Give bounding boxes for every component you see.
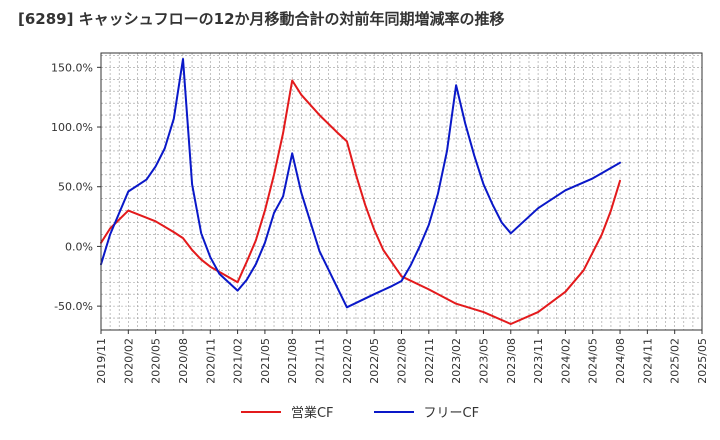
x-tick-label: 2019/11 [95, 338, 108, 384]
y-tick-label: 150.0% [51, 61, 93, 74]
x-tick-label: 2022/08 [396, 338, 409, 384]
grid [100, 53, 703, 331]
tick-labels: 150.0% 100.0% 50.0% 0.0% -50.0% 2019/11 2020/0… [51, 61, 709, 383]
series [100, 58, 621, 325]
x-tick-label: 2024/05 [587, 338, 600, 384]
x-tick-label: 2021/08 [286, 338, 299, 384]
x-tick-label: 2024/08 [614, 338, 627, 384]
x-tick-label: 2020/11 [204, 338, 217, 384]
x-tick-label: 2023/08 [505, 338, 518, 384]
legend-item: 営業CF [240, 402, 334, 421]
x-tick-label: 2020/05 [150, 338, 163, 384]
y-tick-label: 0.0% [65, 240, 93, 253]
x-tick-label: 2025/02 [669, 338, 682, 384]
x-tick-label: 2023/11 [532, 338, 545, 384]
x-tick-label: 2021/11 [314, 338, 327, 384]
y-tick-label: -50.0% [54, 300, 93, 313]
x-tick-label: 2025/05 [696, 338, 709, 384]
x-tick-label: 2021/02 [232, 338, 245, 384]
y-tick-label: 50.0% [58, 181, 93, 194]
x-tick-label: 2021/05 [259, 338, 272, 384]
x-tick-label: 2020/08 [177, 338, 190, 384]
x-tick-label: 2023/05 [477, 338, 490, 384]
legend-swatch [373, 410, 414, 413]
legend-swatch [240, 410, 281, 413]
legend-item: フリーCF [373, 402, 480, 421]
x-tick-label: 2022/02 [341, 338, 354, 384]
x-tick-label: 2024/02 [559, 338, 572, 384]
chart-title: [6289] キャッシュフローの12か月移動合計の対前年同期増減率の推移 [18, 10, 505, 28]
legend: 営業CF フリーCF [0, 402, 720, 421]
x-tick-label: 2024/11 [641, 338, 654, 384]
x-tick-label: 2022/11 [423, 338, 436, 384]
y-tick-label: 100.0% [51, 121, 93, 134]
series-line-operating-cf [100, 79, 621, 325]
x-tick-label: 2020/02 [122, 338, 135, 384]
x-tick-label: 2023/02 [450, 338, 463, 384]
legend-label: フリーCF [423, 406, 480, 421]
axes [97, 52, 703, 334]
series-line-free-cf [100, 58, 621, 309]
legend-label: 営業CF [290, 406, 334, 421]
x-tick-label: 2022/05 [368, 338, 381, 384]
